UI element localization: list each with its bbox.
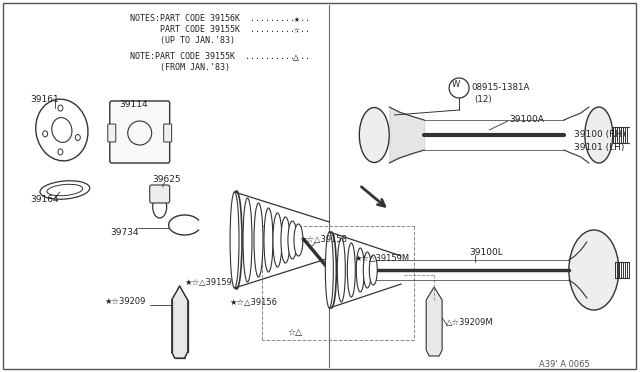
Ellipse shape [337, 238, 346, 302]
Ellipse shape [294, 224, 303, 256]
Text: 39100L: 39100L [469, 248, 503, 257]
Ellipse shape [230, 192, 239, 288]
Text: ★☆39209: ★☆39209 [105, 297, 146, 306]
Text: ★☆△39158: ★☆△39158 [300, 235, 348, 244]
Ellipse shape [356, 248, 364, 292]
Text: 08915-1381A: 08915-1381A [471, 83, 529, 92]
Ellipse shape [243, 198, 252, 282]
Text: 39100 (RH): 39100 (RH) [574, 130, 625, 139]
Text: W: W [452, 80, 460, 89]
Text: ★☆△39159M: ★☆△39159M [355, 254, 410, 263]
Ellipse shape [325, 232, 333, 308]
Text: 39734: 39734 [110, 228, 138, 237]
Text: ★☆△39159: ★☆△39159 [184, 278, 232, 287]
Text: 39161: 39161 [30, 95, 59, 104]
Polygon shape [172, 286, 188, 358]
Ellipse shape [264, 208, 273, 272]
Text: 39164: 39164 [30, 195, 59, 204]
Ellipse shape [254, 203, 263, 277]
Text: ★: ★ [293, 14, 300, 24]
Ellipse shape [569, 230, 619, 310]
FancyBboxPatch shape [110, 101, 170, 163]
Text: 39114: 39114 [120, 100, 148, 109]
Text: ☆: ☆ [293, 25, 300, 35]
Polygon shape [426, 287, 442, 356]
Text: 39100A: 39100A [509, 115, 544, 124]
Ellipse shape [359, 108, 389, 163]
Text: PART CODE 39155K  ............: PART CODE 39155K ............ [130, 25, 310, 34]
Ellipse shape [348, 243, 355, 297]
Ellipse shape [281, 217, 290, 263]
Text: 39101 (LH): 39101 (LH) [574, 143, 624, 152]
FancyBboxPatch shape [150, 185, 170, 203]
FancyBboxPatch shape [108, 124, 116, 142]
Ellipse shape [288, 221, 297, 259]
Text: NOTES:PART CODE 39156K  ............: NOTES:PART CODE 39156K ............ [130, 14, 310, 23]
Text: (FROM JAN.'83): (FROM JAN.'83) [130, 63, 230, 72]
Text: ☆△: ☆△ [287, 328, 303, 337]
Text: △: △ [293, 52, 300, 62]
Text: (12): (12) [474, 95, 492, 104]
Text: (UP TO JAN.'83): (UP TO JAN.'83) [130, 36, 235, 45]
Text: NOTE:PART CODE 39155K  .............: NOTE:PART CODE 39155K ............. [130, 52, 310, 61]
Text: ★☆△39156: ★☆△39156 [230, 298, 278, 307]
Ellipse shape [273, 213, 282, 267]
FancyBboxPatch shape [164, 124, 172, 142]
Text: 39625: 39625 [153, 175, 181, 184]
Ellipse shape [585, 107, 613, 163]
Text: △☆39209M: △☆39209M [446, 318, 493, 327]
Ellipse shape [364, 252, 371, 288]
Text: A39' A 0065: A39' A 0065 [539, 360, 589, 369]
Ellipse shape [369, 255, 377, 285]
